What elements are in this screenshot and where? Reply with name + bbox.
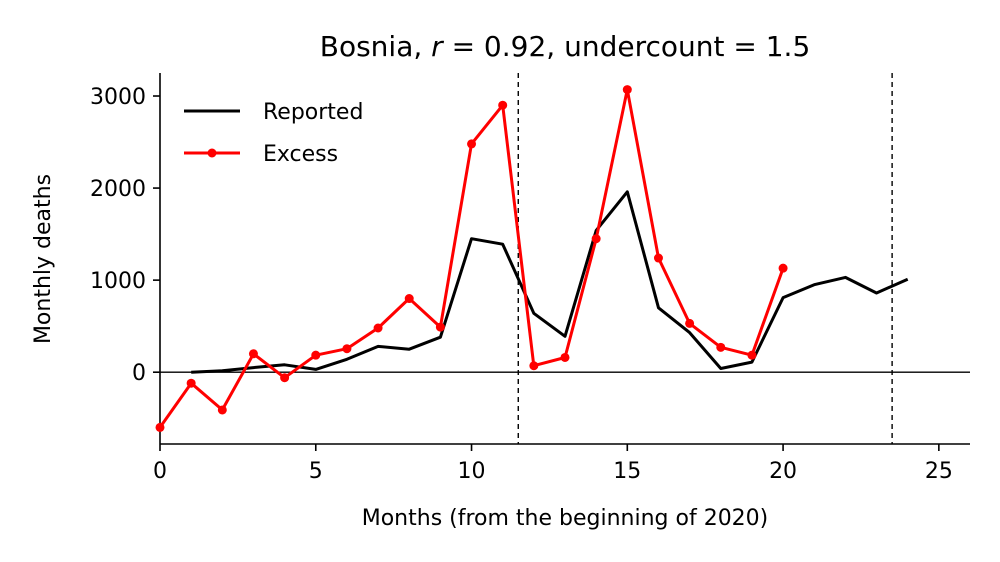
x-tick-label: 15 <box>613 459 641 484</box>
excess-point <box>529 361 539 371</box>
x-tick-label: 20 <box>769 459 797 484</box>
excess-point <box>716 342 726 352</box>
excess-point <box>373 323 383 333</box>
excess-point <box>560 352 570 362</box>
legend-reported-label: Reported <box>263 100 363 125</box>
x-tick-label: 5 <box>309 459 323 484</box>
y-tick-label: 0 <box>132 361 146 386</box>
chart-title-prefix: Bosnia, <box>320 30 431 63</box>
excess-point <box>404 294 414 304</box>
excess-point <box>155 422 165 432</box>
excess-point <box>217 405 227 415</box>
x-tick-label: 25 <box>925 459 953 484</box>
excess-point <box>778 263 788 273</box>
excess-point <box>591 234 601 244</box>
y-axis-label: Monthly deaths <box>31 174 56 344</box>
chart-title-r-symbol: r <box>431 30 444 63</box>
excess-point <box>747 350 757 360</box>
y-tick-label: 2000 <box>90 177 146 202</box>
excess-point <box>685 318 695 328</box>
excess-point <box>280 373 290 383</box>
chart-title-r-value: = 0.92, undercount = 1.5 <box>443 30 811 63</box>
legend-excess-marker <box>207 148 217 158</box>
plot-area: 0 5 10 15 20 25 0 1000 2000 3000 Reported Excess <box>90 73 970 484</box>
excess-point <box>498 100 508 110</box>
excess-point <box>248 349 258 359</box>
excess-point <box>311 350 321 360</box>
y-tick-label: 1000 <box>90 269 146 294</box>
excess-point <box>342 344 352 354</box>
x-tick-label: 0 <box>153 459 167 484</box>
excess-point <box>653 253 663 263</box>
legend-excess-label: Excess <box>263 142 338 167</box>
excess-point <box>622 85 632 95</box>
excess-point <box>186 378 196 388</box>
excess-point <box>467 139 477 149</box>
reported-line <box>191 190 909 374</box>
excess-point <box>435 322 445 332</box>
x-tick-label: 10 <box>458 459 486 484</box>
chart-title: Bosnia, r = 0.92, undercount = 1.5 <box>320 30 811 63</box>
y-tick-label: 3000 <box>90 85 146 110</box>
x-axis-label: Months (from the beginning of 2020) <box>362 506 769 531</box>
